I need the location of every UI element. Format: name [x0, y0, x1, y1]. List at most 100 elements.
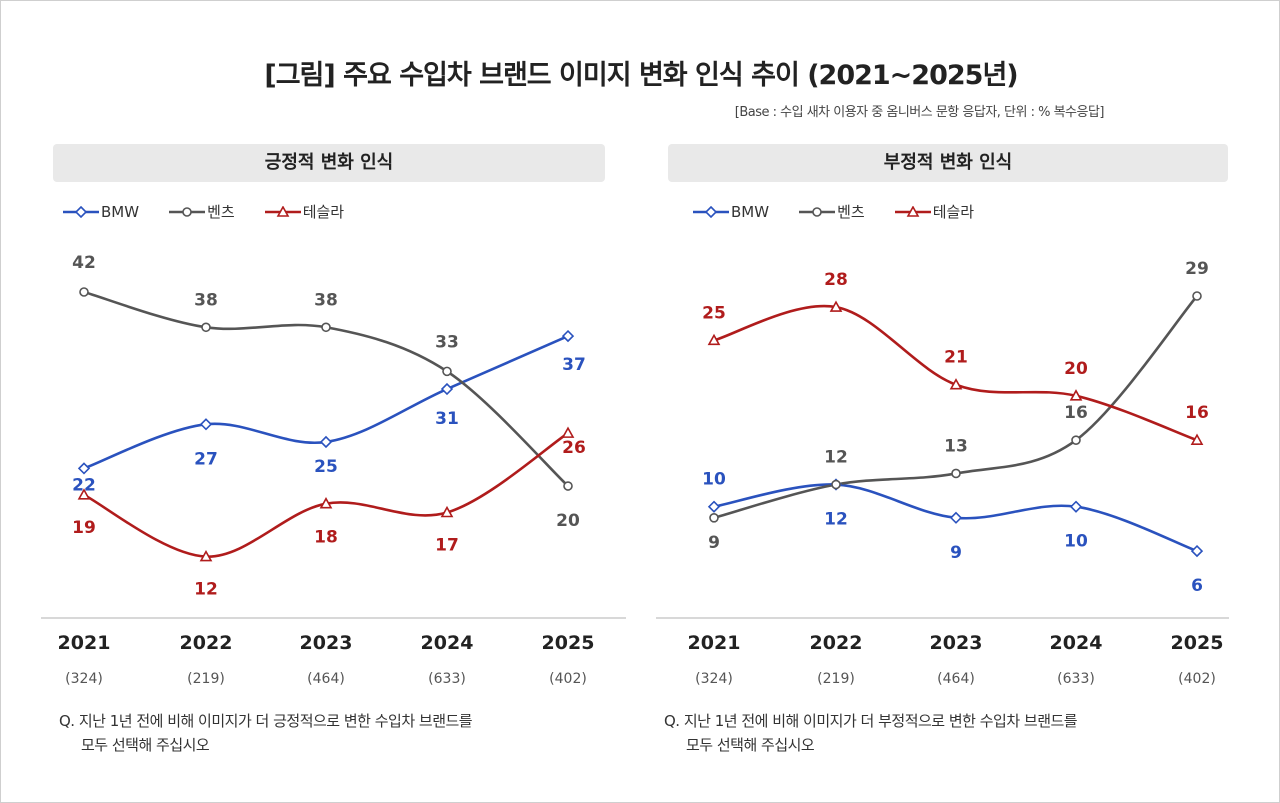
data-label: 6: [1191, 576, 1203, 596]
data-label: 20: [1064, 359, 1088, 379]
diamond-marker: [1069, 500, 1083, 513]
x-tick-label: 2024: [1050, 632, 1103, 654]
legend-item: 벤츠: [799, 201, 865, 222]
data-label: 27: [194, 449, 218, 469]
diamond-marker: [74, 205, 88, 218]
data-label: 20: [556, 511, 580, 531]
data-label: 28: [824, 270, 848, 290]
circle-marker: [442, 366, 452, 377]
legend-swatch: [799, 206, 836, 217]
diamond-marker: [704, 205, 718, 218]
triangle-marker: [829, 300, 843, 312]
legend-swatch: [693, 205, 729, 218]
diamond-marker: [77, 462, 91, 475]
triangle-marker: [77, 488, 91, 500]
sample-size-label: (633): [1057, 671, 1095, 687]
legend-swatch: [894, 205, 931, 217]
data-label: 9: [950, 543, 962, 563]
circle-marker: [321, 322, 331, 333]
triangle-marker: [1190, 433, 1204, 445]
legend-swatch: [169, 206, 206, 217]
data-label: 16: [1064, 403, 1088, 423]
diamond-marker: [1190, 544, 1204, 558]
legend-item: 테슬라: [894, 201, 975, 222]
sample-size-label: (219): [187, 671, 225, 687]
diamond-marker: [949, 511, 963, 524]
triangle-marker: [319, 497, 333, 509]
data-label: 19: [72, 518, 96, 538]
circle-marker: [1192, 291, 1202, 301]
x-tick-label: 2022: [810, 632, 863, 654]
legend-swatch: [264, 205, 301, 217]
x-tick-label: 2024: [421, 632, 474, 654]
data-label: 26: [562, 438, 586, 458]
data-label: 12: [824, 510, 848, 530]
question-positive: Q. 지난 1년 전에 비해 이미지가 더 긍정적으로 변한 수입차 브랜드를 …: [59, 709, 473, 757]
circle-marker: [951, 468, 961, 479]
circle-marker: [1071, 435, 1081, 445]
x-tick-label: 2023: [300, 632, 353, 654]
series-line-벤츠: [713, 295, 1198, 520]
question-line: Q. 지난 1년 전에 비해 이미지가 더 긍정적으로 변한 수입차 브랜드를: [59, 712, 473, 730]
question-line: 모두 선택해 주십시오: [81, 736, 210, 754]
legend-label: 벤츠: [207, 203, 235, 221]
triangle-marker: [561, 426, 575, 438]
legend-item: BMW: [693, 201, 769, 222]
data-label: 29: [1185, 259, 1209, 279]
data-label: 38: [194, 290, 218, 310]
panel-title-negative: 부정적 변화 인식: [668, 144, 1228, 182]
legend-swatch: [63, 205, 99, 218]
series-line-테슬라: [713, 304, 1198, 442]
sample-size-label: (464): [307, 671, 345, 687]
data-label: 42: [72, 253, 96, 273]
circle-marker: [563, 481, 573, 491]
triangle-marker: [199, 549, 213, 562]
triangle-marker: [949, 378, 963, 390]
diamond-marker: [440, 382, 454, 396]
circle-marker: [831, 479, 841, 490]
triangle-marker: [440, 505, 454, 518]
circle-marker: [182, 206, 192, 217]
data-label: 25: [702, 303, 726, 323]
question-line: Q. 지난 1년 전에 비해 이미지가 더 부정적으로 변한 수입차 브랜드를: [664, 712, 1078, 730]
triangle-marker: [276, 205, 290, 217]
data-label: 38: [314, 290, 338, 310]
data-label: 12: [824, 448, 848, 468]
legend-positive: BMW 벤츠 테슬라: [63, 201, 344, 222]
sample-size-label: (402): [1178, 671, 1216, 687]
diamond-marker: [199, 418, 213, 431]
sample-size-label: (402): [549, 671, 587, 687]
sample-size-label: (219): [817, 671, 855, 687]
circle-marker: [812, 206, 822, 217]
legend-item: 테슬라: [264, 201, 344, 222]
legend-label: 테슬라: [932, 203, 975, 221]
data-label: 21: [944, 348, 968, 368]
data-label: 10: [1064, 532, 1088, 552]
legend-label: BMW: [731, 202, 770, 221]
data-label: 18: [314, 528, 338, 548]
positive-chart: 2021(324)2022(219)2023(464)2024(633)2025…: [41, 253, 626, 687]
triangle-marker: [707, 333, 721, 346]
base-note: [Base : 수입 새차 이용자 중 옴니버스 문항 응답자, 단위 : % …: [734, 105, 1105, 120]
circle-marker: [709, 512, 719, 523]
panel-title-positive: 긍정적 변화 인식: [53, 144, 605, 182]
diamond-marker: [707, 500, 721, 513]
data-label: 9: [708, 533, 720, 553]
data-label: 13: [944, 436, 968, 456]
data-label: 12: [194, 580, 218, 600]
x-tick-label: 2025: [1171, 632, 1224, 654]
question-line: 모두 선택해 주십시오: [686, 736, 815, 754]
sample-size-label: (633): [428, 671, 466, 687]
triangle-marker: [906, 205, 920, 217]
legend-label: BMW: [101, 202, 140, 221]
sample-size-label: (464): [937, 671, 975, 687]
legend-item: BMW: [63, 201, 139, 222]
question-negative: Q. 지난 1년 전에 비해 이미지가 더 부정적으로 변한 수입차 브랜드를 …: [664, 709, 1078, 757]
negative-chart: 2021(324)2022(219)2023(464)2024(633)2025…: [656, 259, 1229, 687]
x-tick-label: 2021: [688, 632, 741, 654]
data-label: 33: [435, 332, 459, 352]
legend-item: 벤츠: [169, 201, 235, 222]
diamond-marker: [319, 435, 333, 449]
circle-marker: [79, 287, 89, 297]
